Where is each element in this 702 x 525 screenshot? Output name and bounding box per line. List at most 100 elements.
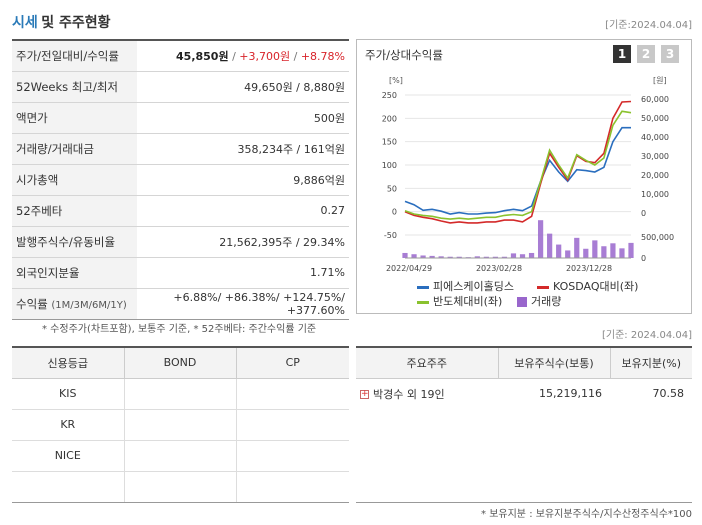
quote-label: 수익률 (1M/3M/6M/1Y) [12,288,137,320]
quote-label: 주가/전일대비/수익률 [12,40,137,72]
legend-item: 피에스케이홀딩스 [417,278,514,294]
volume-bar [492,256,499,258]
chart-svg: [%] [원] 250 200 150 100 50 0 -50 60,000 50,000 40,0… [382,76,674,273]
empty-cell [356,409,498,503]
legend-swatch [537,285,549,289]
quote-label: 외국인지분율 [12,257,137,289]
volume-bar [402,252,408,258]
table-row: KIS [12,378,349,410]
holder-name: 박경수 외 19인 [373,387,445,401]
credit-cp [235,440,349,472]
holder-shares: 15,219,116 [539,387,602,401]
volume-bar [483,256,489,258]
table-row: + 박경수 외 19인 15,219,116 70.58 [356,378,692,409]
series-line [404,126,631,215]
title-market: 시세 [12,15,38,31]
volume-bar [447,256,453,258]
x-tick-label: 2023/02/28 [476,264,522,273]
empty-cell [498,409,610,503]
quote-row: 시가총액 9,886억원 [12,164,349,196]
std-date: [기준:2024.04.04] [605,20,692,31]
volume-bar [429,255,435,258]
quote-label: 52Weeks 최고/최저 [12,71,137,103]
quote-row: 52Weeks 최고/최저 49,650원 / 8,880원 [12,71,349,103]
series-line [404,110,632,220]
volume-bar [537,220,544,258]
legend-item: KOSDAQ대비(좌) [537,278,638,294]
quote-label: 거래량/거래대금 [12,133,137,165]
holders-header: 보유지분(%) [609,347,692,379]
right-tick-label: 10,000 [641,190,669,199]
legend-swatch [517,297,527,307]
quote-value: 358,234주 / 161억원 [137,133,349,165]
expand-icon[interactable]: + [360,389,369,400]
holder-name-cell[interactable]: + 박경수 외 19인 [356,378,498,409]
x-tick-label: 2023/12/28 [566,264,612,273]
credit-header: BOND [123,347,236,379]
quote-row: 액면가 500원 [12,102,349,134]
quote-value: 21,562,395주 / 29.34% [137,226,349,258]
right-tick-label: 60,000 [641,95,669,104]
right-tick-label: 30,000 [641,152,669,161]
legend-label: KOSDAQ대비(좌) [553,280,639,293]
credit-agency: KR [12,409,124,441]
quote-value: 45,850원 / +3,700원 / +8.78% [137,40,349,72]
quote-value: 9,886억원 [137,164,349,196]
volume-bar [565,250,571,258]
credit-cp [235,409,349,441]
credit-bond [123,409,236,441]
volume-bar [528,252,535,258]
quote-row: 주가/전일대비/수익률 45,850원 / +3,700원 / +8.78% [12,40,349,72]
price-pct: +8.78% [300,49,345,63]
chart-panel: 주가/상대수익률 1 2 3 [%] [원] 250 200 150 100 50 0 -50 6… [356,39,692,314]
volume-bar [474,256,480,258]
legend-label: 피에스케이홀딩스 [433,280,514,293]
volume-bar [574,237,580,258]
left-tick-label: 100 [382,161,397,170]
credit-bond [123,378,236,410]
legend-item: 반도체대비(좌) [417,293,502,309]
holder-pct: 70.58 [652,387,685,401]
left-axis-unit: [%] [389,76,403,85]
holders-table: 주요주주 보유주식수(보통) 보유지분(%) + 박경수 외 19인 15,219… [356,346,692,503]
chart-tab-2[interactable]: 2 [637,45,655,63]
legend-label: 거래량 [531,295,562,308]
legend-swatch [417,300,429,304]
credit-header: CP [235,347,349,379]
credit-cp [235,471,349,503]
return-label-sub: (1M/3M/6M/1Y) [51,299,127,311]
holders-header: 보유주식수(보통) [497,347,610,379]
table-row: KR [12,409,349,441]
right-axis-unit: [원] [653,76,667,85]
chart-tab-3[interactable]: 3 [661,45,679,63]
quote-value: 49,650원 / 8,880원 [137,71,349,103]
quote-row: 52주베타 0.27 [12,195,349,227]
left-tick-label: 250 [382,91,397,100]
legend-item: 거래량 [517,293,561,309]
return-label: 수익률 [16,296,48,311]
left-tick-label: 150 [382,138,397,147]
x-tick-label: 2022/04/29 [386,264,432,273]
empty-cell [610,409,692,503]
right-tick-label: 20,000 [641,171,669,180]
right-tick-label: 40,000 [641,133,669,142]
volume-bar [420,255,426,258]
volume-bar [501,256,508,258]
volume-bar [601,246,607,258]
title-shareholders: 및 주주현황 [41,15,111,31]
credit-header-row: 신용등급 BOND CP [12,347,349,379]
credit-agency: KIS [12,378,124,410]
quote-table: 주가/전일대비/수익률 45,850원 / +3,700원 / +8.78% 5… [12,39,349,320]
credit-bond [123,440,236,472]
quote-label: 시가총액 [12,164,137,196]
legend-label: 반도체대비(좌) [433,295,503,308]
volume-bar [619,248,625,258]
quote-footnote: * 수정주가(차트포함), 보통주 기준, * 52주베타: 주간수익률 기준 [42,324,317,335]
volume-bar [592,240,598,258]
chart-tab-1[interactable]: 1 [613,45,631,63]
volume-bar [519,254,526,258]
quote-value: +6.88%/ +86.38%/ +124.75%/ +377.60% [137,288,349,320]
series-line [404,100,632,224]
section-title: 시세 및 주주현황 [기준:2024.04.04] [12,12,692,32]
credit-agency: NICE [12,440,124,472]
